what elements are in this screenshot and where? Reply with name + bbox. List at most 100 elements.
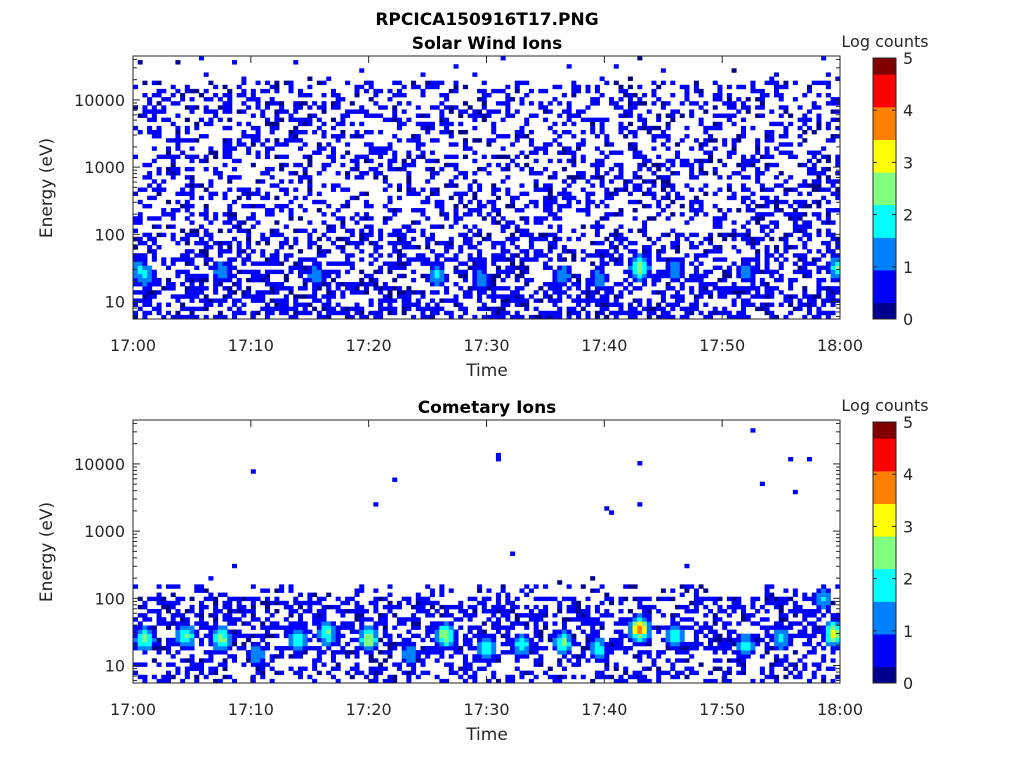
heatmap-cell (816, 187, 822, 192)
heatmap-cell (609, 510, 615, 515)
heatmap-cell (321, 162, 327, 168)
heatmap-cell (274, 588, 280, 593)
heatmap-cell (599, 117, 605, 123)
heatmap-cell (335, 310, 341, 316)
heatmap-cell (528, 314, 534, 320)
heatmap-cell (316, 208, 322, 213)
heatmap-cell (458, 171, 464, 176)
heatmap-cell (180, 150, 186, 155)
heatmap-cell (599, 654, 605, 659)
heatmap-cell (481, 269, 487, 275)
heatmap-cell (774, 162, 780, 168)
heatmap-cell (514, 650, 520, 655)
heatmap-cell (519, 150, 525, 155)
heatmap-cell (387, 298, 393, 303)
heatmap-cell (161, 187, 167, 192)
heatmap-cell (481, 654, 487, 659)
heatmap-cell (665, 101, 671, 106)
heatmap-cell (717, 249, 723, 254)
heatmap-cell (255, 134, 261, 139)
heatmap-cell (505, 613, 511, 618)
heatmap-cell (816, 175, 822, 180)
heatmap-cell (354, 302, 360, 307)
heatmap-cell (184, 637, 190, 643)
heatmap-cell (396, 88, 402, 94)
colorbar-segment (873, 306, 896, 312)
heatmap-cell (241, 191, 247, 197)
heatmap-cell (764, 286, 770, 291)
heatmap-cell (481, 650, 487, 655)
heatmap-cell (580, 257, 586, 262)
heatmap-cell (401, 236, 407, 242)
heatmap-cell (566, 203, 572, 209)
heatmap-cell (651, 134, 657, 139)
heatmap-cell (222, 613, 228, 618)
heatmap-cell (660, 179, 666, 184)
heatmap-cell (462, 203, 468, 209)
heatmap-cell (491, 306, 497, 312)
heatmap-cell (764, 212, 770, 217)
heatmap-cell (547, 175, 553, 180)
heatmap-cell (359, 584, 365, 589)
heatmap-cell (627, 629, 633, 634)
heatmap-cell (349, 306, 355, 312)
heatmap-cell (543, 596, 549, 602)
heatmap-cell (439, 298, 445, 303)
heatmap-cell (590, 125, 596, 131)
heatmap-cell (679, 195, 685, 201)
heatmap-cell (180, 269, 186, 275)
heatmap-cell (514, 273, 520, 279)
heatmap-cell (741, 105, 747, 110)
heatmap-cell (491, 138, 497, 143)
heatmap-cell (142, 641, 148, 647)
heatmap-cell (260, 142, 266, 147)
heatmap-cell (830, 101, 836, 106)
heatmap-cell (533, 613, 539, 618)
heatmap-cell (708, 294, 714, 299)
heatmap-cell (203, 154, 209, 160)
heatmap-cell (458, 625, 464, 630)
heatmap-cell (585, 117, 591, 123)
heatmap-cell (745, 261, 751, 266)
heatmap-cell (769, 314, 775, 320)
colorbar-segment (873, 212, 896, 218)
heatmap-cell (293, 60, 299, 65)
heatmap-cell (312, 617, 318, 622)
heatmap-cell (297, 261, 303, 266)
heatmap-cell (646, 166, 652, 172)
heatmap-cell (802, 228, 808, 233)
heatmap-cell (392, 134, 398, 139)
heatmap-cell (283, 294, 289, 299)
heatmap-cell (387, 654, 393, 659)
heatmap-cell (627, 290, 633, 295)
heatmap-cell (764, 203, 770, 209)
heatmap-cell (637, 253, 643, 258)
heatmap-cell (543, 604, 549, 610)
heatmap-cell (505, 134, 511, 139)
heatmap-cell (156, 678, 162, 684)
heatmap-cell (458, 269, 464, 275)
heatmap-cell (491, 208, 497, 213)
heatmap-cell (382, 678, 388, 684)
heatmap-cell (543, 625, 549, 630)
heatmap-cell (524, 604, 530, 610)
heatmap-cell (811, 257, 817, 262)
heatmap-cell (246, 195, 252, 201)
heatmap-cell (231, 298, 237, 303)
heatmap-cell (703, 150, 709, 155)
heatmap-cell (510, 314, 516, 320)
heatmap-cell (778, 273, 784, 279)
colorbar-segment (873, 172, 896, 177)
heatmap-cell (514, 654, 520, 659)
heatmap-cell (637, 302, 643, 307)
heatmap-cell (387, 253, 393, 258)
heatmap-cell (180, 253, 186, 258)
heatmap-cell (792, 80, 798, 86)
heatmap-cell (448, 298, 454, 303)
heatmap-cell (246, 150, 252, 155)
heatmap-cell (269, 121, 275, 127)
heatmap-cell (316, 199, 322, 205)
heatmap-cell (382, 658, 388, 663)
heatmap-cell (547, 240, 553, 246)
heatmap-cell (359, 641, 365, 647)
